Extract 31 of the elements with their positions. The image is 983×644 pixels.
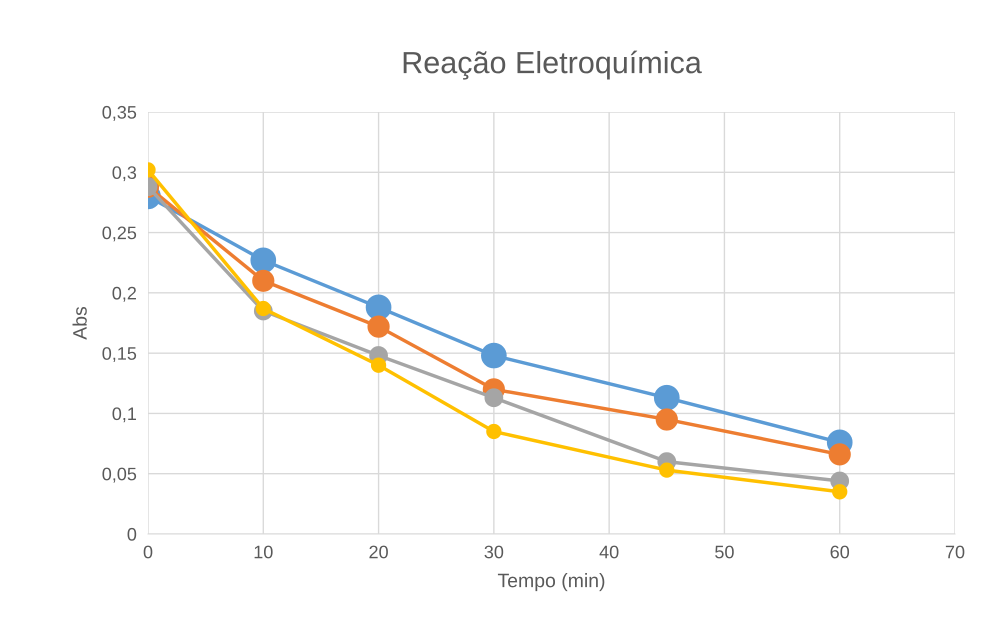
point [828, 443, 851, 466]
point [481, 342, 507, 368]
y-tick-label: 0,1 [112, 407, 136, 422]
y-tick-label: 0 [128, 528, 136, 541]
x-tick-label: 40 [600, 546, 618, 558]
point [484, 388, 504, 408]
x-axis-title: Tempo (min) [498, 573, 604, 592]
x-tick-label: 60 [830, 546, 850, 558]
y-tick-label: 0,15 [102, 347, 136, 362]
y-tick-label: 0,35 [102, 106, 136, 121]
x-tick-label: 50 [715, 546, 734, 558]
y-axis-title: Abs [72, 306, 87, 340]
point [250, 247, 276, 274]
y-tick-label: 0,05 [102, 468, 136, 483]
point [370, 358, 386, 373]
point [659, 462, 674, 478]
chart-title: Reação Eletroquímica [404, 50, 702, 80]
y-tick-label: 0,25 [102, 226, 136, 242]
x-tick-label: 30 [484, 546, 504, 558]
x-tick-label: 10 [254, 546, 273, 558]
x-tick-label: 0 [144, 546, 152, 558]
point [656, 408, 678, 431]
y-tick-label: 0,3 [112, 166, 136, 182]
point [832, 484, 848, 500]
x-tick-label: 20 [369, 546, 388, 558]
point [654, 384, 680, 411]
point [367, 316, 390, 338]
point [252, 270, 274, 292]
y-tick-label: 0,2 [112, 286, 136, 302]
point [486, 424, 502, 440]
x-tick-label: 70 [946, 546, 964, 558]
